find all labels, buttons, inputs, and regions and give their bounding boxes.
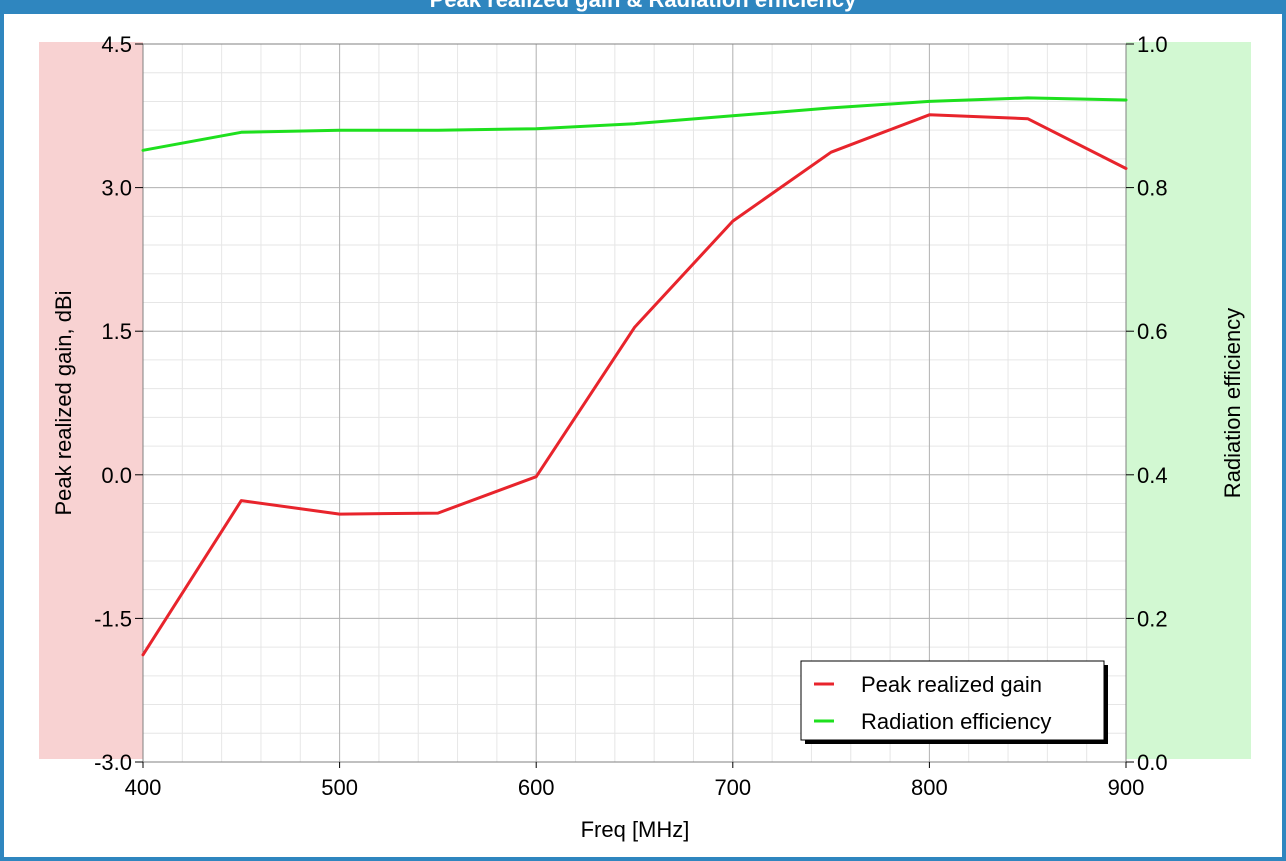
series-line-peak-realized-gain (141, 113, 1128, 657)
left-tick-label: 4.5 (101, 32, 132, 57)
chart-title: Peak realized gain & Radiation efficienc… (4, 0, 1282, 13)
right-y-axis-label: Radiation efficiency (1220, 308, 1245, 498)
x-tick-label: 900 (1108, 775, 1145, 800)
x-tick-label: 700 (714, 775, 751, 800)
plot-area (143, 44, 1126, 762)
left-tick-label: 0.0 (101, 463, 132, 488)
legend-label-radiation-efficiency: Radiation efficiency (861, 709, 1051, 734)
right-tick-label: 0.2 (1137, 606, 1168, 631)
left-tick-label: 1.5 (101, 319, 132, 344)
legend-box (800, 660, 1105, 741)
x-tick-label: 400 (125, 775, 162, 800)
left-tick-label: 3.0 (101, 176, 132, 201)
left-tick-label: -1.5 (94, 606, 132, 631)
right-axis-panel (1126, 42, 1251, 759)
series-group (141, 96, 1128, 657)
legend-label-peak-realized-gain: Peak realized gain (861, 672, 1042, 697)
right-tick-label: 0.8 (1137, 176, 1168, 201)
series-line-radiation-efficiency (141, 96, 1128, 152)
chart-svg: 400 500 600 700 800 900 4.5 3.0 1.5 0.0 -1.5 -3.0 1.… (39, 32, 1251, 842)
right-tick-label: 1.0 (1137, 32, 1168, 57)
right-tick-label: 0.6 (1137, 319, 1168, 344)
x-tick-label: 600 (518, 775, 555, 800)
right-tick-label: 0.0 (1137, 750, 1168, 775)
right-tick-label: 0.4 (1137, 463, 1168, 488)
axis-ticks: 400 500 600 700 800 900 4.5 3.0 1.5 0.0 -1.5 -3.0 1.… (94, 32, 1168, 800)
left-axis-panel (39, 42, 143, 759)
left-y-axis-label: Peak realized gain, dBi (51, 290, 76, 515)
x-tick-label: 500 (321, 775, 358, 800)
x-axis-label: Freq [MHz] (581, 817, 690, 842)
x-tick-label: 800 (911, 775, 948, 800)
title-bar: Peak realized gain & Radiation efficienc… (4, 0, 1282, 14)
plot-border (142, 43, 1127, 763)
left-tick-label: -3.0 (94, 750, 132, 775)
legend: Peak realized gain Radiation efficiency (800, 660, 1108, 744)
